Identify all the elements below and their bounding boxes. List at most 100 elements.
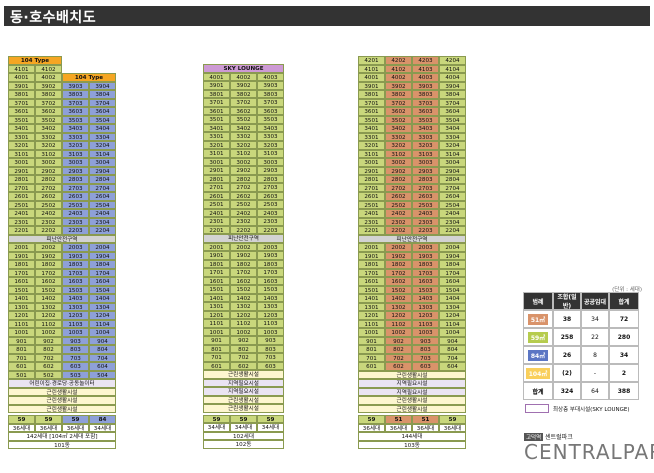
unit-cell: 2702	[385, 183, 412, 192]
household-count: 34세대	[89, 423, 116, 432]
unit-cell: 3104	[439, 149, 466, 158]
unit-cell: 2401	[203, 208, 230, 217]
unit-cell: 2701	[203, 183, 230, 192]
unit-cell: 3604	[439, 107, 466, 116]
unit-cell: 3102	[385, 149, 412, 158]
unit-cell: 4201	[358, 56, 385, 65]
unit-cell: 2703	[257, 183, 284, 192]
unit-cell: 1802	[35, 260, 62, 269]
unit-cell: 3703	[62, 98, 89, 107]
unit-cell: 1404	[89, 294, 116, 303]
unit-cell: 2502	[35, 200, 62, 209]
unit-cell: 2401	[8, 209, 35, 218]
unit-cell: 3802	[35, 90, 62, 99]
unit-cell: 1601	[203, 276, 230, 285]
unit-cell: 1003	[257, 327, 284, 336]
unit-cell: 3602	[230, 106, 257, 115]
size-footer: 59	[439, 415, 466, 424]
household-count: 34세대	[230, 423, 257, 432]
unit-cell: 3303	[412, 132, 439, 141]
unit-cell: 904	[89, 336, 116, 345]
unit-cell: 1804	[439, 260, 466, 269]
unit-cell: 1503	[412, 285, 439, 294]
unit-cell: 1601	[8, 277, 35, 286]
unit-cell: 3003	[257, 157, 284, 166]
unit-cell: 2503	[257, 200, 284, 209]
unit-cell: 2403	[62, 209, 89, 218]
unit-cell: 803	[257, 344, 284, 353]
legend-value: 72	[609, 310, 639, 328]
unit-cell: 2504	[89, 200, 116, 209]
legend-type-cell: 합계	[523, 382, 553, 400]
unit-cell: 903	[257, 336, 284, 345]
unit-cell: 3402	[385, 124, 412, 133]
unit-cell: 801	[8, 345, 35, 354]
unit-cell: 3901	[8, 81, 35, 90]
unit-cell: 4102	[35, 64, 62, 73]
unit-cell: 4101	[358, 64, 385, 73]
unit-cell: 3602	[385, 107, 412, 116]
unit-cell: 1902	[35, 251, 62, 260]
unit-cell: 3503	[62, 115, 89, 124]
unit-cell: 3101	[203, 149, 230, 158]
unit-cell: 2603	[257, 191, 284, 200]
unit-cell: 3203	[412, 141, 439, 150]
logo-station-badge: 고덕역	[524, 433, 544, 441]
unit-cell: 3403	[257, 123, 284, 132]
unit-cell: 3802	[385, 90, 412, 99]
unit-cell: 3103	[62, 149, 89, 158]
unit-cell: 3601	[8, 107, 35, 116]
unit-cell: 4203	[412, 56, 439, 65]
household-count: 36세대	[412, 423, 439, 432]
unit-cell: 2403	[412, 209, 439, 218]
unit-cell: 2902	[385, 166, 412, 175]
unit-cell: 2303	[412, 217, 439, 226]
unit-cell: 1502	[385, 285, 412, 294]
unit-cell: 2801	[203, 174, 230, 183]
unit-cell: 1702	[385, 268, 412, 277]
unit-cell: 2904	[89, 166, 116, 175]
unit-cell: 1701	[358, 268, 385, 277]
legend-swatch: 59㎡	[527, 331, 549, 343]
facility-row: 근린생활시설	[203, 395, 284, 404]
unit-cell: 1803	[257, 259, 284, 268]
unit-cell: 701	[203, 353, 230, 362]
building-name: 103동	[358, 440, 466, 449]
unit-cell: 2301	[358, 217, 385, 226]
unit-cell: 3701	[8, 98, 35, 107]
unit-cell: 2202	[385, 226, 412, 235]
unit-cell: 1004	[439, 328, 466, 337]
unit-cell: 901	[358, 336, 385, 345]
unit-cell: 2202	[230, 225, 257, 234]
unit-cell: 1901	[358, 251, 385, 260]
size-footer: 51	[385, 415, 412, 424]
unit-cell: 3001	[8, 158, 35, 167]
household-count: 34세대	[203, 423, 230, 432]
unit-cell: 2503	[412, 200, 439, 209]
unit-cell: 2801	[358, 175, 385, 184]
unit-cell: 1801	[203, 259, 230, 268]
unit-cell: 504	[89, 370, 116, 379]
unit-cell: 1704	[439, 268, 466, 277]
unit-cell: 1403	[62, 294, 89, 303]
unit-cell: 701	[358, 353, 385, 362]
unit-cell: 2701	[8, 183, 35, 192]
unit-cell: 1003	[62, 328, 89, 337]
unit-cell: 3004	[89, 158, 116, 167]
unit-cell: 2003	[62, 243, 89, 252]
unit-cell: 1804	[89, 260, 116, 269]
unit-cell: 503	[62, 370, 89, 379]
facility-row: 지역필요시설	[358, 379, 466, 388]
unit-cell: 601	[358, 362, 385, 371]
unit-cell: 2204	[439, 226, 466, 235]
unit-cell: 3001	[203, 157, 230, 166]
unit-cell: 1501	[358, 285, 385, 294]
unit-cell: 602	[230, 361, 257, 370]
unit-cell: 703	[62, 353, 89, 362]
logo-small: 고덕역 센트럴파크	[524, 432, 573, 441]
unit-cell: 3401	[203, 123, 230, 132]
legend-header: 조합(일반)	[553, 292, 581, 310]
unit-cell: 1603	[257, 276, 284, 285]
unit-cell: 1704	[89, 268, 116, 277]
building-summary: 142세대 [104㎡ 2세대 포함]	[8, 432, 116, 441]
